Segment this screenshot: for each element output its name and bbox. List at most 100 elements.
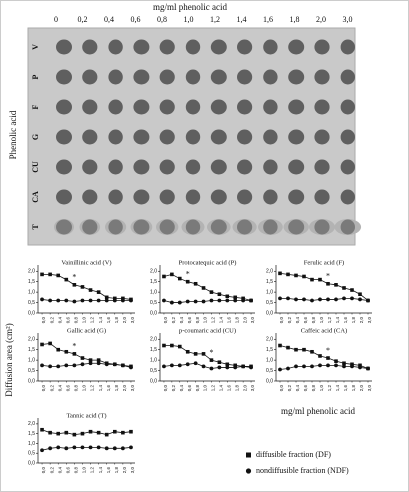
point — [249, 298, 253, 303]
point — [286, 345, 290, 350]
point — [318, 297, 322, 302]
point — [310, 349, 314, 354]
x-tick-label: 0,8 — [195, 317, 200, 324]
photo-ylabel: Phenolic acid — [8, 110, 18, 159]
chart-title: Caffeic acid (CA) — [301, 327, 347, 334]
x-tick-label: 0,8 — [195, 385, 200, 392]
point — [278, 343, 282, 348]
row-label: V — [31, 44, 40, 50]
spot — [185, 219, 201, 235]
x-tick-label: 1,8 — [114, 385, 119, 392]
y-tick-label: 2,0 — [266, 269, 273, 275]
point — [326, 363, 330, 368]
point — [104, 446, 109, 451]
x-tick-label: 0,4 — [295, 317, 300, 324]
x-tick-label: 0,2 — [49, 385, 54, 392]
chart-title: Ferulic acid (F) — [304, 259, 344, 266]
x-tick-label: 0,4 — [57, 317, 62, 324]
x-tick-label: 0,6 — [65, 467, 70, 474]
x-tick-label: 3,0 — [130, 467, 135, 474]
point — [96, 298, 101, 303]
y-tick-label: 2,0 — [150, 269, 157, 275]
point — [96, 430, 101, 435]
y-tick-label: 0,5 — [266, 368, 273, 374]
x-tick-label: 3,0 — [367, 385, 372, 392]
spot — [237, 99, 253, 115]
x-tick-label: 0,2 — [49, 467, 54, 474]
spot — [340, 39, 355, 55]
point — [326, 297, 330, 302]
x-tick-label: 3,0 — [250, 317, 255, 324]
point — [233, 298, 238, 303]
point — [334, 363, 338, 368]
x-tick-label: 0,4 — [295, 385, 300, 392]
annotation: * — [72, 273, 76, 282]
row-label: T — [31, 224, 40, 230]
point — [72, 352, 77, 356]
legend-label: diffusible fraction (DF) — [256, 450, 331, 459]
column-label: 0 — [54, 15, 58, 24]
point — [185, 362, 190, 367]
point — [201, 352, 206, 356]
spot — [82, 189, 98, 205]
spot — [288, 39, 305, 55]
point — [217, 365, 222, 370]
spot — [82, 159, 98, 175]
annotation: * — [186, 270, 190, 279]
point — [217, 360, 222, 365]
point — [121, 430, 125, 435]
y-tick-label: 2,0 — [266, 337, 273, 343]
point — [88, 358, 93, 362]
point — [177, 276, 182, 281]
point — [96, 290, 101, 294]
spot — [314, 219, 330, 235]
spot — [340, 129, 355, 145]
point — [342, 296, 346, 301]
spot — [288, 189, 305, 205]
point — [302, 274, 306, 279]
spot — [185, 129, 201, 145]
spot — [185, 69, 201, 85]
spot — [133, 159, 150, 175]
point — [112, 362, 117, 367]
spot — [185, 189, 201, 205]
point — [56, 298, 61, 303]
point — [358, 297, 362, 302]
x-tick-label: 3,0 — [250, 385, 255, 392]
y-tick-label: 1,5 — [28, 431, 35, 437]
point — [209, 366, 214, 371]
point — [112, 298, 117, 303]
point — [129, 298, 133, 303]
point — [294, 273, 298, 278]
chart-title: Tannic acid (T) — [67, 412, 107, 419]
point — [64, 277, 69, 282]
y-tick-label: 2,0 — [28, 337, 35, 343]
y-tick-label: 1,5 — [150, 279, 157, 285]
x-tick-label: 1,4 — [335, 317, 340, 324]
spot — [314, 159, 330, 175]
spot — [210, 219, 227, 235]
y-tick-label: 0,5 — [28, 451, 35, 457]
spot — [108, 129, 123, 145]
point — [310, 364, 314, 369]
point — [366, 366, 370, 371]
point — [112, 446, 117, 451]
point — [40, 363, 44, 368]
spot — [56, 189, 72, 205]
spot — [159, 219, 175, 235]
point — [310, 298, 314, 303]
spot — [82, 39, 98, 55]
x-tick-label: 0,8 — [74, 317, 79, 324]
point — [96, 445, 101, 450]
x-tick-label: 0,6 — [303, 317, 308, 324]
point — [350, 364, 354, 369]
x-tick-label: 1,4 — [98, 385, 103, 392]
spot — [159, 69, 175, 85]
spot — [314, 39, 330, 55]
x-tick-label: 3,0 — [130, 317, 135, 324]
chart-title: Protocatequic acid (P) — [179, 259, 237, 266]
point — [294, 347, 298, 352]
spot — [263, 159, 278, 175]
x-tick-label: 1,2 — [211, 317, 216, 324]
spot — [108, 189, 123, 205]
